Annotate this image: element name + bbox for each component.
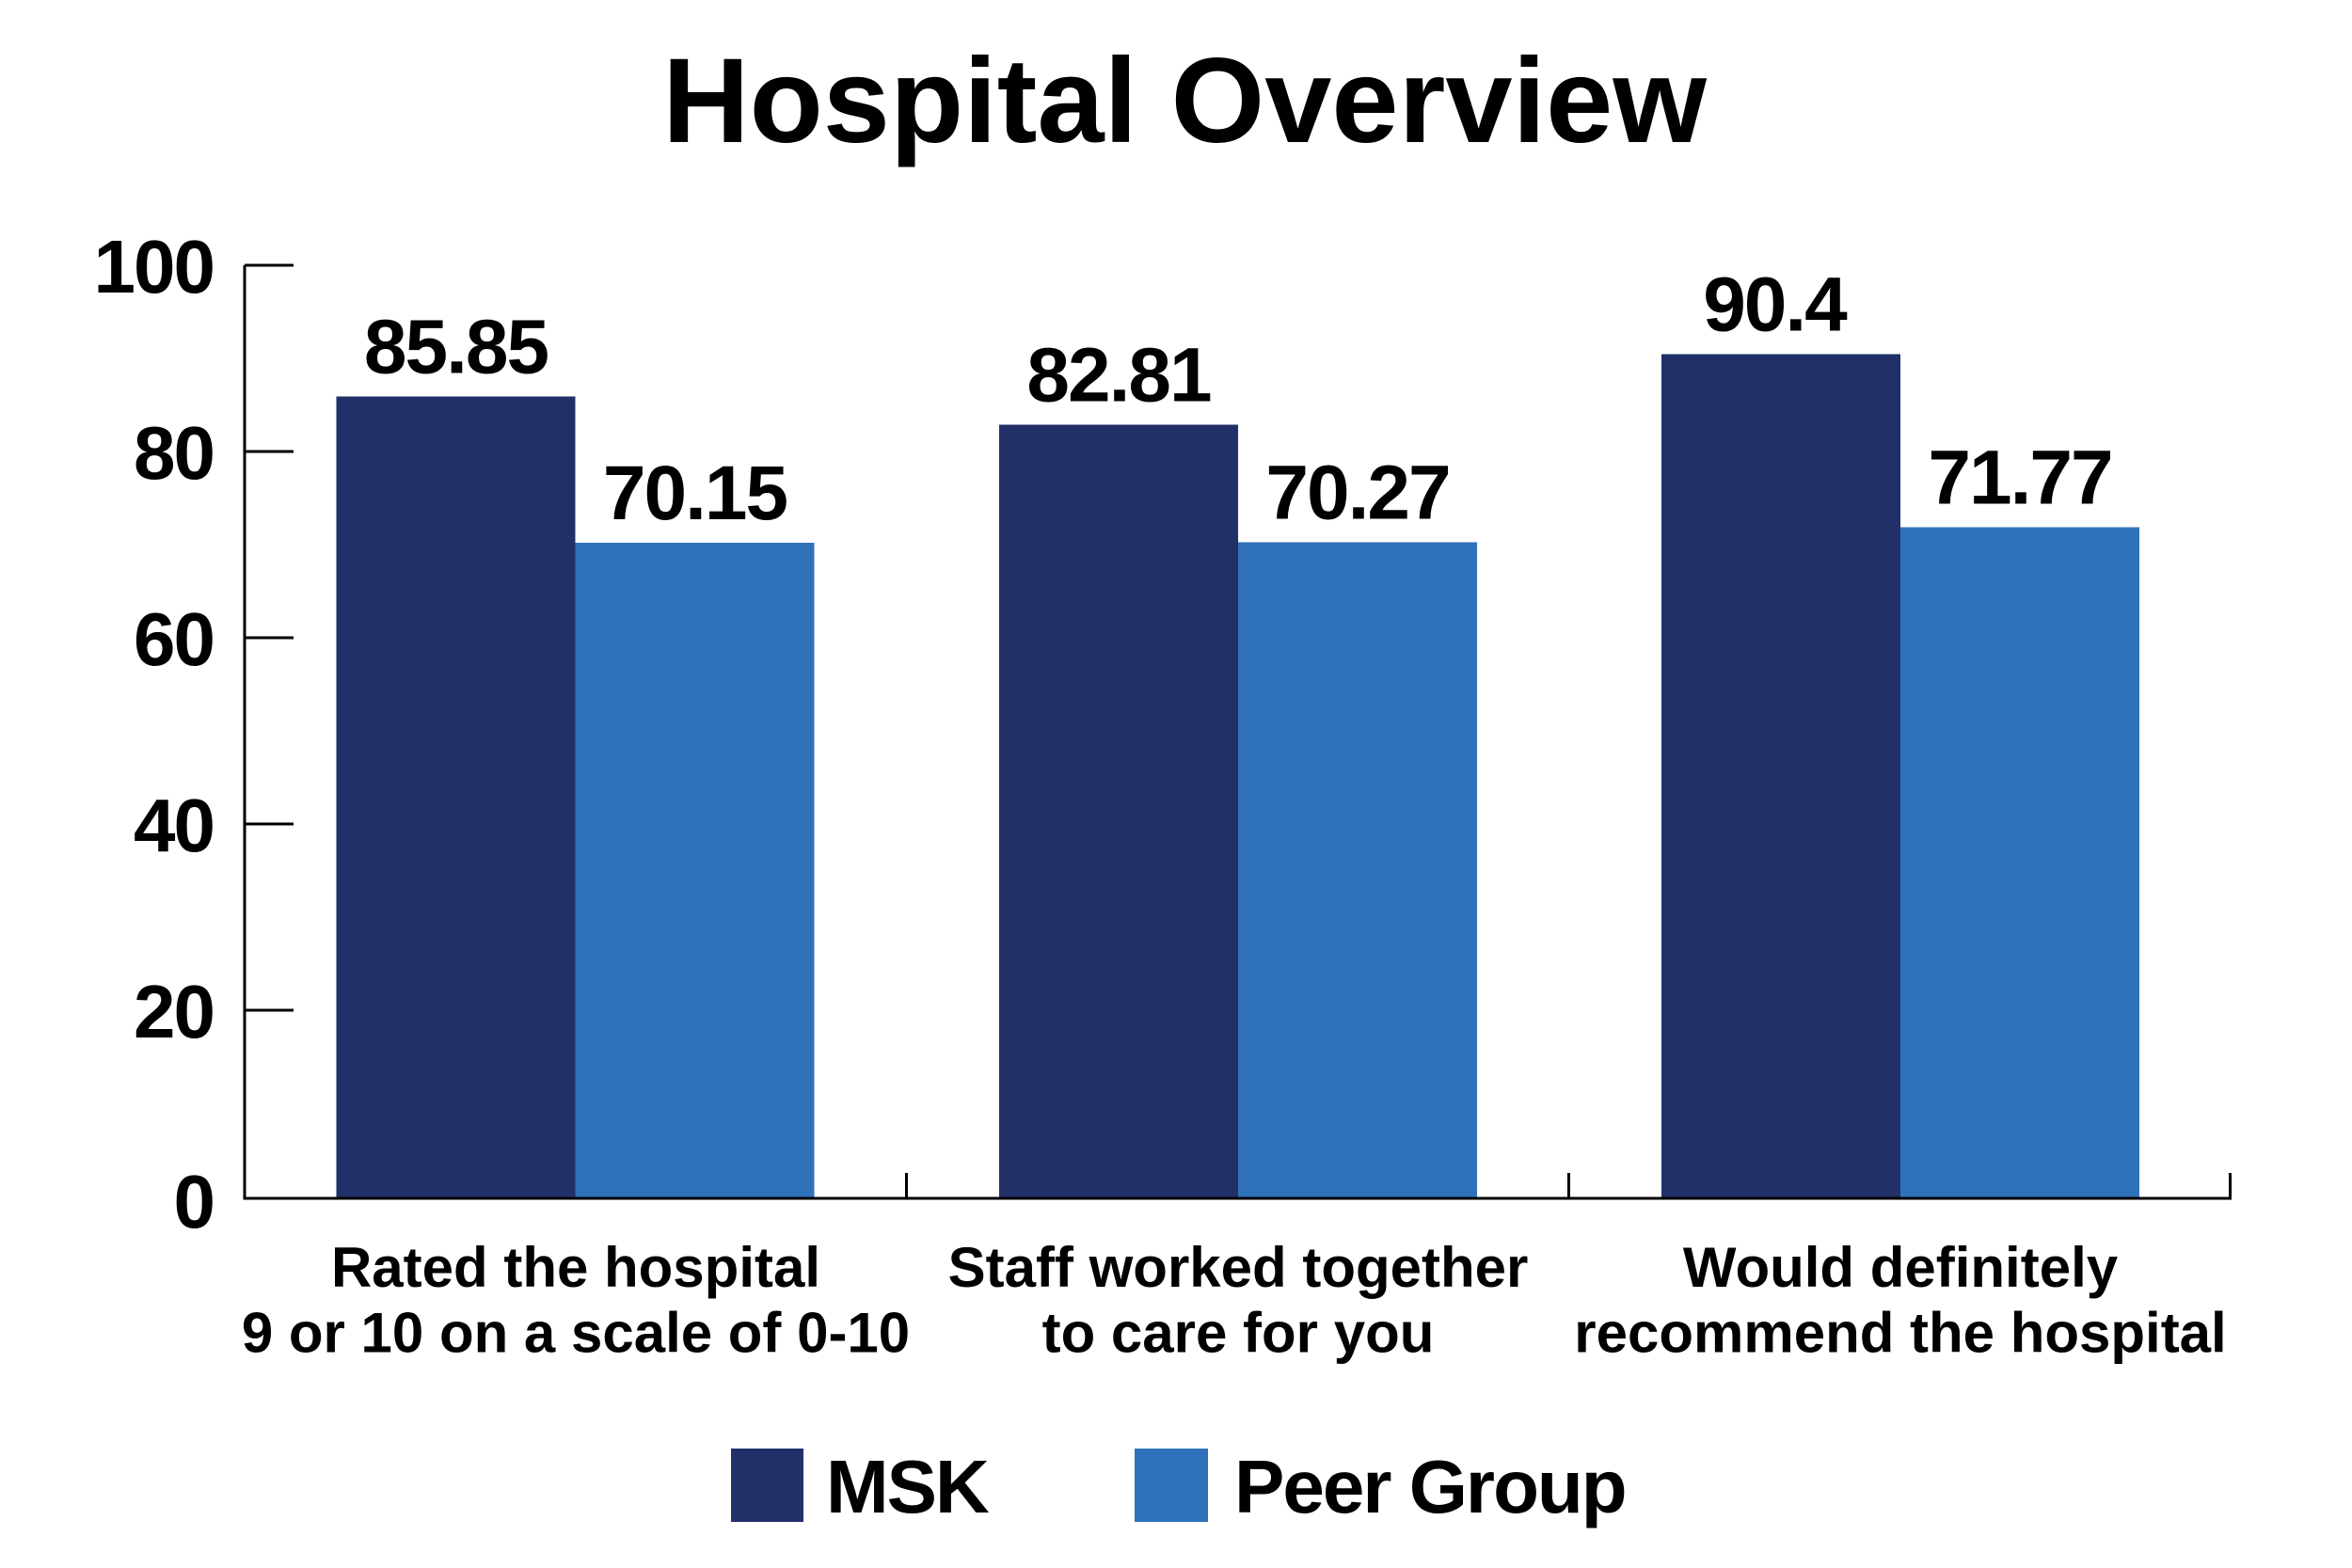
svg-text:70.15: 70.15: [603, 451, 787, 536]
svg-text:70.27: 70.27: [1265, 451, 1449, 536]
svg-text:to care for you: to care for you: [1042, 1302, 1435, 1365]
svg-text:Would definitely: Would definitely: [1683, 1236, 2119, 1299]
svg-text:9 or 10 on a scale of 0-10: 9 or 10 on a scale of 0-10: [242, 1302, 910, 1365]
svg-text:Rated the hospital: Rated the hospital: [331, 1236, 820, 1299]
svg-text:85.85: 85.85: [364, 305, 548, 390]
svg-text:recommend the hospital: recommend the hospital: [1574, 1302, 2226, 1365]
svg-text:60: 60: [134, 597, 214, 681]
svg-text:40: 40: [134, 784, 214, 867]
svg-text:0: 0: [174, 1160, 215, 1243]
svg-text:20: 20: [134, 970, 214, 1053]
svg-text:Peer Group: Peer Group: [1234, 1445, 1626, 1528]
svg-text:100: 100: [94, 225, 214, 309]
svg-text:Hospital Overview: Hospital Overview: [662, 34, 1707, 168]
svg-text:MSK: MSK: [826, 1445, 990, 1528]
svg-text:90.4: 90.4: [1703, 262, 1848, 348]
svg-text:82.81: 82.81: [1026, 333, 1211, 419]
svg-text:80: 80: [134, 411, 214, 495]
svg-text:Staff worked together: Staff worked together: [948, 1236, 1529, 1299]
svg-text:71.77: 71.77: [1928, 436, 2111, 521]
